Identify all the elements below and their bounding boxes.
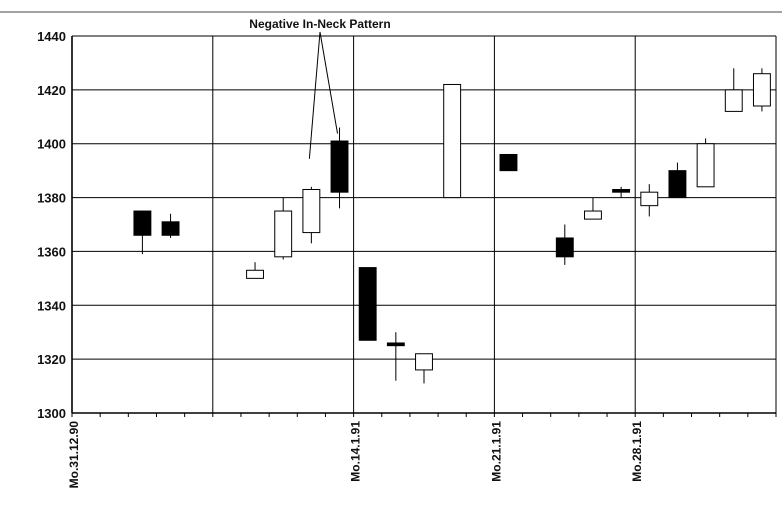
- candle-body: [274, 210, 293, 258]
- candle: [274, 197, 293, 260]
- candle: [161, 213, 180, 238]
- x-tick-label: Mo.28.1.91: [630, 421, 644, 482]
- candle-body: [668, 170, 687, 199]
- candle: [415, 353, 433, 384]
- y-tick-label: 1340: [37, 298, 66, 313]
- x-axis-ticks: Mo.31.12.90 Mo.14.1.91 Mo.21.1.91 Mo.28.1.9…: [67, 421, 644, 489]
- candle-body: [696, 143, 715, 188]
- candle: [302, 186, 321, 244]
- candle-body: [133, 210, 152, 236]
- y-tick-label: 1420: [37, 83, 66, 98]
- candle-body: [302, 188, 321, 234]
- candle-body: [612, 188, 631, 193]
- candle: [612, 186, 631, 198]
- candle: [443, 83, 462, 199]
- x-tick-label: Mo.14.1.91: [349, 421, 363, 482]
- candle-body: [246, 269, 264, 279]
- y-tick-label: 1360: [37, 244, 66, 259]
- candle: [640, 184, 659, 217]
- candle-body: [584, 210, 602, 220]
- candle-body: [640, 191, 659, 207]
- y-axis-ticks: 1300 1320 1340 1360 1380 1400 1420 1440: [37, 29, 66, 421]
- x-tick-label: Mo.31.12.90: [67, 421, 81, 489]
- candle: [555, 224, 574, 265]
- candle-body: [752, 73, 771, 107]
- y-tick-label: 1300: [37, 406, 66, 421]
- candle: [330, 127, 349, 209]
- y-tick-label: 1400: [37, 137, 66, 152]
- annotation-label: Negative In-Neck Pattern: [249, 17, 390, 31]
- candle-body: [358, 267, 377, 341]
- candle-body: [415, 353, 433, 371]
- candle: [358, 267, 377, 341]
- candle-body: [724, 89, 743, 112]
- y-tick-label: 1440: [37, 29, 66, 44]
- annotations: Negative In-Neck Pattern: [249, 17, 391, 159]
- candle-body: [555, 237, 574, 258]
- candle-body: [386, 342, 405, 347]
- candle-body: [161, 221, 180, 236]
- annotation-leader: [308, 31, 321, 159]
- candle: [752, 68, 771, 112]
- candle: [584, 197, 602, 220]
- candle: [133, 210, 152, 255]
- candle: [724, 68, 743, 112]
- candle-body: [499, 153, 518, 172]
- candle: [386, 332, 405, 381]
- candle: [668, 162, 687, 199]
- y-tick-label: 1380: [37, 191, 66, 206]
- x-tick-label: Mo.21.1.91: [489, 421, 503, 482]
- candle-body: [330, 140, 349, 193]
- candles: [133, 68, 771, 384]
- candle-body: [443, 83, 462, 199]
- gridlines: [0, 11, 782, 417]
- y-tick-label: 1320: [37, 352, 66, 367]
- annotation-leader: [319, 31, 339, 134]
- candle: [696, 138, 715, 188]
- candle: [246, 262, 264, 279]
- candle: [499, 153, 518, 172]
